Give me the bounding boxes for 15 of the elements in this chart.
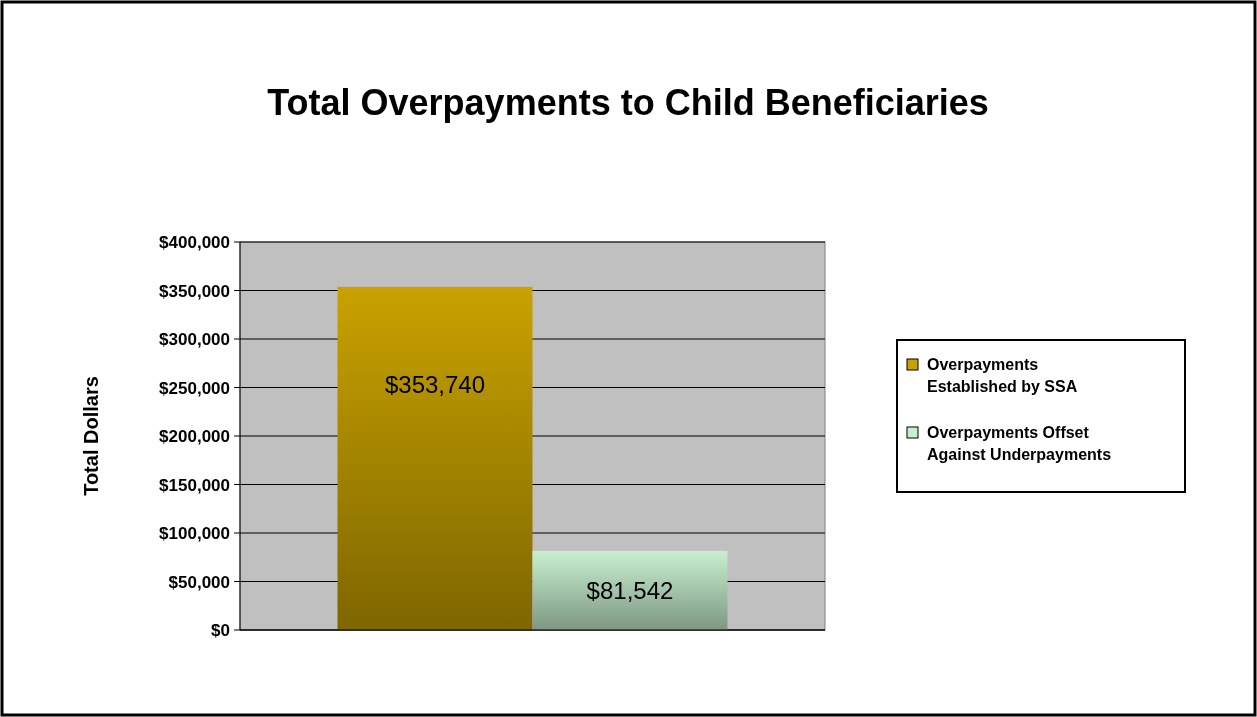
legend-label: Overpayments Established by SSA [927, 356, 1078, 395]
y-tick-label: $250,000 [159, 378, 230, 398]
y-tick-label: $0 [211, 621, 230, 640]
y-axis-title: Total Dollars [80, 376, 102, 496]
y-tick-label: $100,000 [159, 524, 230, 543]
data-label: $81,542 [586, 577, 674, 605]
y-tick-label: $200,000 [159, 427, 230, 446]
chart-title: Total Overpayments to Child Beneficiaries [267, 82, 989, 123]
y-tick-label: $400,000 [159, 233, 230, 252]
y-tick-label: $150,000 [159, 475, 230, 495]
y-tick-label: $300,000 [159, 330, 230, 349]
y-tick-label: $350,000 [159, 281, 230, 301]
legend-label: Overpayments Offset Against Underpayments [927, 424, 1112, 463]
data-label: $353,740 [384, 371, 486, 399]
y-tick-label: $50,000 [168, 572, 230, 592]
